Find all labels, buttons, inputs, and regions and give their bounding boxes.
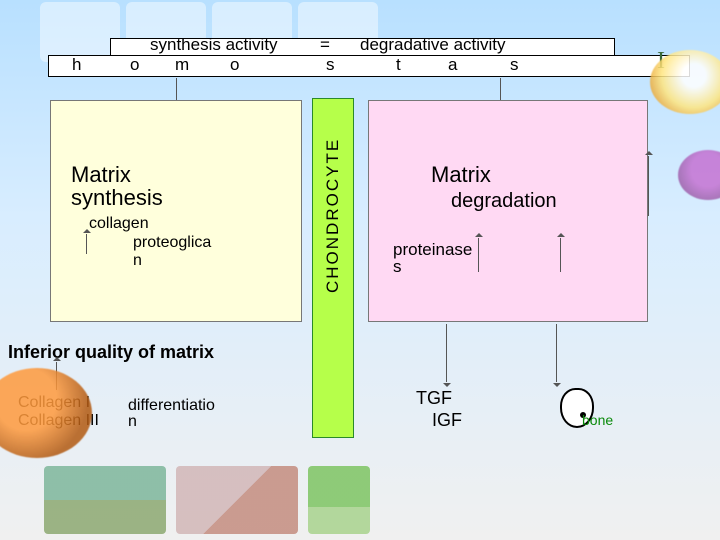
homostasis-letter: s	[510, 55, 519, 77]
footer-thumb-2	[176, 466, 298, 534]
homostasis-letter: o	[130, 55, 139, 77]
arrow-right-inner-b	[560, 238, 561, 272]
footer-thumb-3	[308, 466, 370, 534]
panel-left-items: collagen proteoglica n	[89, 215, 301, 270]
panel-matrix-synthesis: Matrix synthesis collagen proteoglica n	[50, 100, 302, 322]
arrow-left-inner	[86, 234, 87, 254]
homostasis-letter: m	[175, 55, 189, 77]
title-degradation: degradative activity	[360, 35, 506, 55]
arrow-right-edge	[648, 156, 649, 216]
panel-right-heading: Matrix	[431, 163, 647, 186]
igf-label: IGF	[432, 410, 462, 431]
chondrocyte-label: CHONDROCYTE	[323, 251, 343, 293]
inferior-quality-text: Inferior quality of matrix	[8, 342, 214, 363]
butterfly-blob-right-top	[650, 50, 720, 114]
arrow-title-to-left	[176, 78, 177, 100]
footer-thumb-1	[44, 466, 166, 534]
differentiation-text: differentiatio n	[128, 398, 215, 430]
title-equals: =	[320, 35, 330, 55]
proteinase-text: proteinase s	[393, 241, 472, 275]
panel-matrix-degradation: Matrix degradation proteinase s	[368, 100, 648, 322]
bone-label: bone	[582, 412, 613, 428]
panel-right-sub: degradation	[451, 190, 647, 213]
item-proteoglican: proteoglica n	[133, 234, 301, 271]
title-bar-lower	[48, 55, 690, 77]
tgf-label: TGF	[416, 388, 452, 409]
arrow-panel-to-tgf-a	[446, 324, 447, 382]
homostasis-letter: t	[396, 55, 401, 77]
arrow-panel-to-tgf-b	[556, 324, 557, 382]
homostasis-letter: h	[72, 55, 81, 77]
panel-left-heading: Matrix synthesis	[71, 163, 301, 209]
item-collagen: collagen	[89, 215, 301, 233]
homostasis-letter: a	[448, 55, 457, 77]
arrow-right-inner-a	[478, 238, 479, 272]
homostasis-letter: s	[326, 55, 335, 77]
homostasis-letter: o	[230, 55, 239, 77]
butterfly-blob-left	[0, 368, 92, 458]
butterfly-blob-right-mid	[678, 150, 720, 200]
arrow-title-to-right	[500, 78, 501, 100]
title-synthesis: synthesis activity	[150, 35, 278, 55]
